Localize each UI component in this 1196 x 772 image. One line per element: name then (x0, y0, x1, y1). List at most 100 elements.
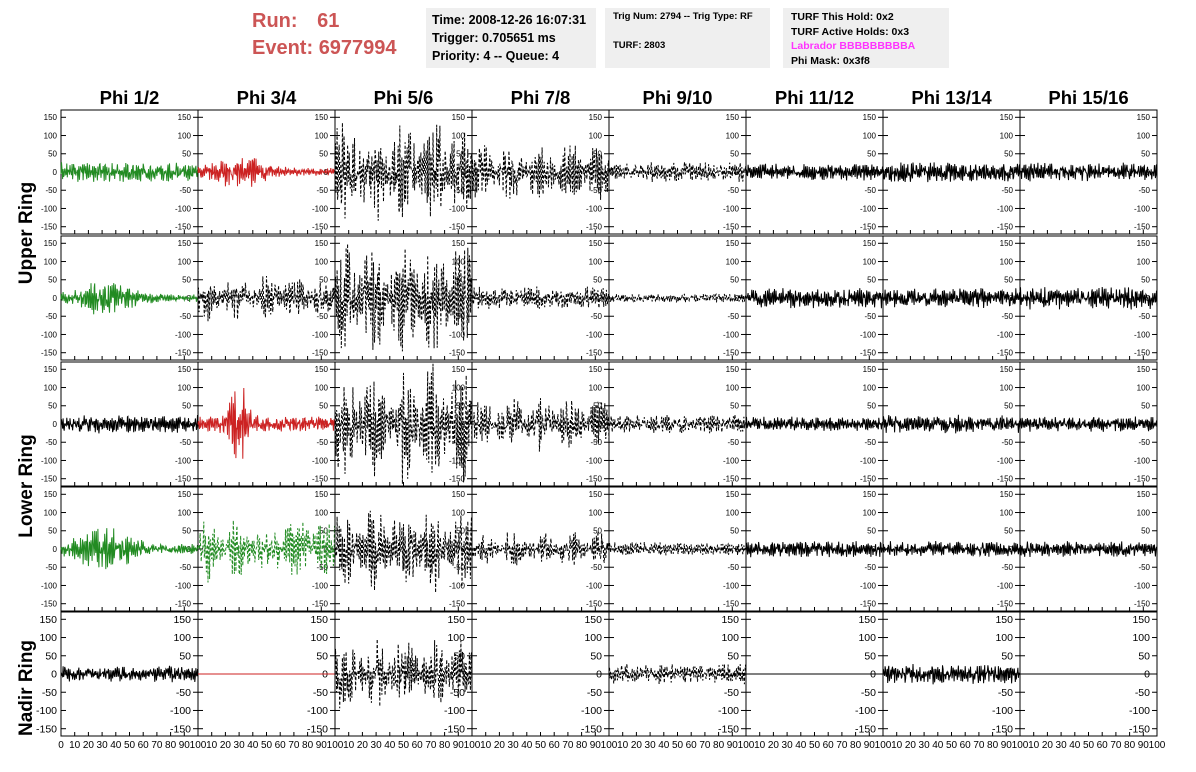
y-tick-label-right: 100 (178, 257, 192, 266)
y-tick-label-right: -50 (1001, 312, 1013, 321)
y-tick-label-right: 150 (589, 239, 603, 248)
y-tick-label-right: 150 (1000, 365, 1014, 374)
y-tick-label-right: 150 (1000, 113, 1014, 122)
y-tick-label-right: -150 (175, 475, 192, 484)
y-tick-label-right: 150 (178, 113, 192, 122)
x-tick-label: 90 (727, 740, 739, 751)
waveform-trace (334, 363, 473, 485)
waveform-trace (1019, 162, 1158, 182)
y-tick-label-left: -100 (41, 204, 58, 213)
y-tick-label-right: -100 (1129, 705, 1150, 717)
y-tick-label-right: -150 (855, 723, 876, 735)
y-tick-label-right: -100 (581, 705, 602, 717)
column-header-phi-11-12: Phi 11/12 (774, 87, 855, 108)
y-tick-label-right: -150 (997, 475, 1014, 484)
x-tick-label: 40 (1069, 740, 1081, 751)
x-tick-label: 80 (987, 740, 999, 751)
y-tick-label-right: -150 (170, 723, 191, 735)
y-tick-label-right: -150 (1134, 223, 1151, 232)
waveform-trace (471, 286, 610, 309)
y-tick-label-right: -50 (1138, 186, 1150, 195)
panel-r3-c5: 150 100 50 0 -50 -100 -150 (608, 361, 747, 487)
y-tick-label-right: -100 (1134, 330, 1151, 339)
x-tick-label: 100 (1149, 740, 1166, 751)
y-tick-label-right: 50 (593, 276, 602, 285)
waveform-trace (608, 293, 747, 303)
y-tick-label-right: 100 (1137, 383, 1151, 392)
x-tick-label: 80 (165, 740, 177, 751)
y-tick-label-right: -100 (860, 456, 877, 465)
y-tick-label-right: 100 (178, 508, 192, 517)
waveform-trace (745, 541, 884, 558)
y-tick-label-left: -100 (36, 705, 57, 717)
waveform-trace (1019, 286, 1158, 310)
y-tick-label-right: 100 (858, 632, 876, 644)
y-tick-label-left: 0 (53, 294, 58, 303)
x-tick-label: 30 (371, 740, 383, 751)
y-tick-label-right: 100 (1137, 131, 1151, 140)
y-tick-label-right: 150 (315, 113, 329, 122)
y-tick-label-right: 150 (447, 614, 465, 626)
x-tick-label: 100 (1012, 740, 1029, 751)
y-tick-label-right: -50 (316, 186, 328, 195)
x-tick-label: 60 (275, 740, 287, 751)
y-tick-label-right: -100 (312, 581, 329, 590)
x-tick-label: 40 (658, 740, 670, 751)
y-tick-label-right: -50 (727, 312, 739, 321)
column-header-phi-5-6: Phi 5/6 (373, 87, 434, 108)
y-tick-label-left: -100 (41, 581, 58, 590)
y-tick-label-right: 100 (726, 508, 740, 517)
y-tick-label-left: 150 (44, 113, 58, 122)
y-tick-label-right: 150 (1000, 490, 1014, 499)
y-tick-label-left: -150 (36, 723, 57, 735)
turf-text: TURF: 2803 (613, 40, 666, 51)
y-tick-label-right: 100 (589, 257, 603, 266)
x-tick-label: 50 (124, 740, 136, 751)
y-tick-label-right: 100 (726, 131, 740, 140)
x-tick-label: 100 (875, 740, 892, 751)
y-tick-label-right: 50 (319, 402, 328, 411)
column-header-phi-13-14: Phi 13/14 (911, 87, 992, 108)
event-value: 6977994 (318, 37, 397, 59)
y-tick-label-right: -150 (723, 349, 740, 358)
waveform-trace (471, 145, 610, 200)
y-tick-label-right: 0 (596, 669, 602, 681)
y-tick-label-right: -50 (864, 438, 876, 447)
trig-num-text: Trig Num: 2794 -- Trig Type: RF (613, 11, 753, 22)
x-tick-label: 80 (439, 740, 451, 751)
waveform-trace (60, 665, 199, 683)
column-header-phi-7-8: Phi 7/8 (510, 87, 571, 108)
y-tick-label-right: -100 (312, 204, 329, 213)
priority-text: Priority: 4 -- Queue: 4 (432, 49, 560, 63)
y-tick-label-right: -100 (1134, 204, 1151, 213)
y-tick-label-right: -150 (449, 349, 466, 358)
y-tick-label-left: -100 (41, 456, 58, 465)
y-tick-label-right: -100 (175, 204, 192, 213)
y-tick-label-left: 150 (44, 490, 58, 499)
y-tick-label-right: 0 (1009, 168, 1014, 177)
y-tick-label-right: 100 (315, 383, 329, 392)
y-tick-label-right: -150 (1134, 475, 1151, 484)
y-tick-label-right: -150 (723, 600, 740, 609)
y-tick-label-right: 100 (452, 257, 466, 266)
y-tick-label-right: -150 (723, 475, 740, 484)
x-tick-label: 100 (464, 740, 481, 751)
y-tick-label-left: -50 (42, 687, 57, 699)
y-tick-label-right: -150 (449, 475, 466, 484)
y-tick-label-right: 150 (1137, 365, 1151, 374)
y-tick-label-right: -100 (1134, 581, 1151, 590)
y-tick-label-right: 100 (315, 257, 329, 266)
x-tick-label: 70 (562, 740, 574, 751)
y-tick-label-right: 100 (1000, 257, 1014, 266)
x-tick-label: 30 (919, 740, 931, 751)
y-tick-label-right: 100 (995, 632, 1013, 644)
y-tick-label-right: 0 (1146, 545, 1151, 554)
column-header-phi-3-4: Phi 3/4 (236, 87, 297, 108)
y-tick-label-right: -150 (586, 349, 603, 358)
